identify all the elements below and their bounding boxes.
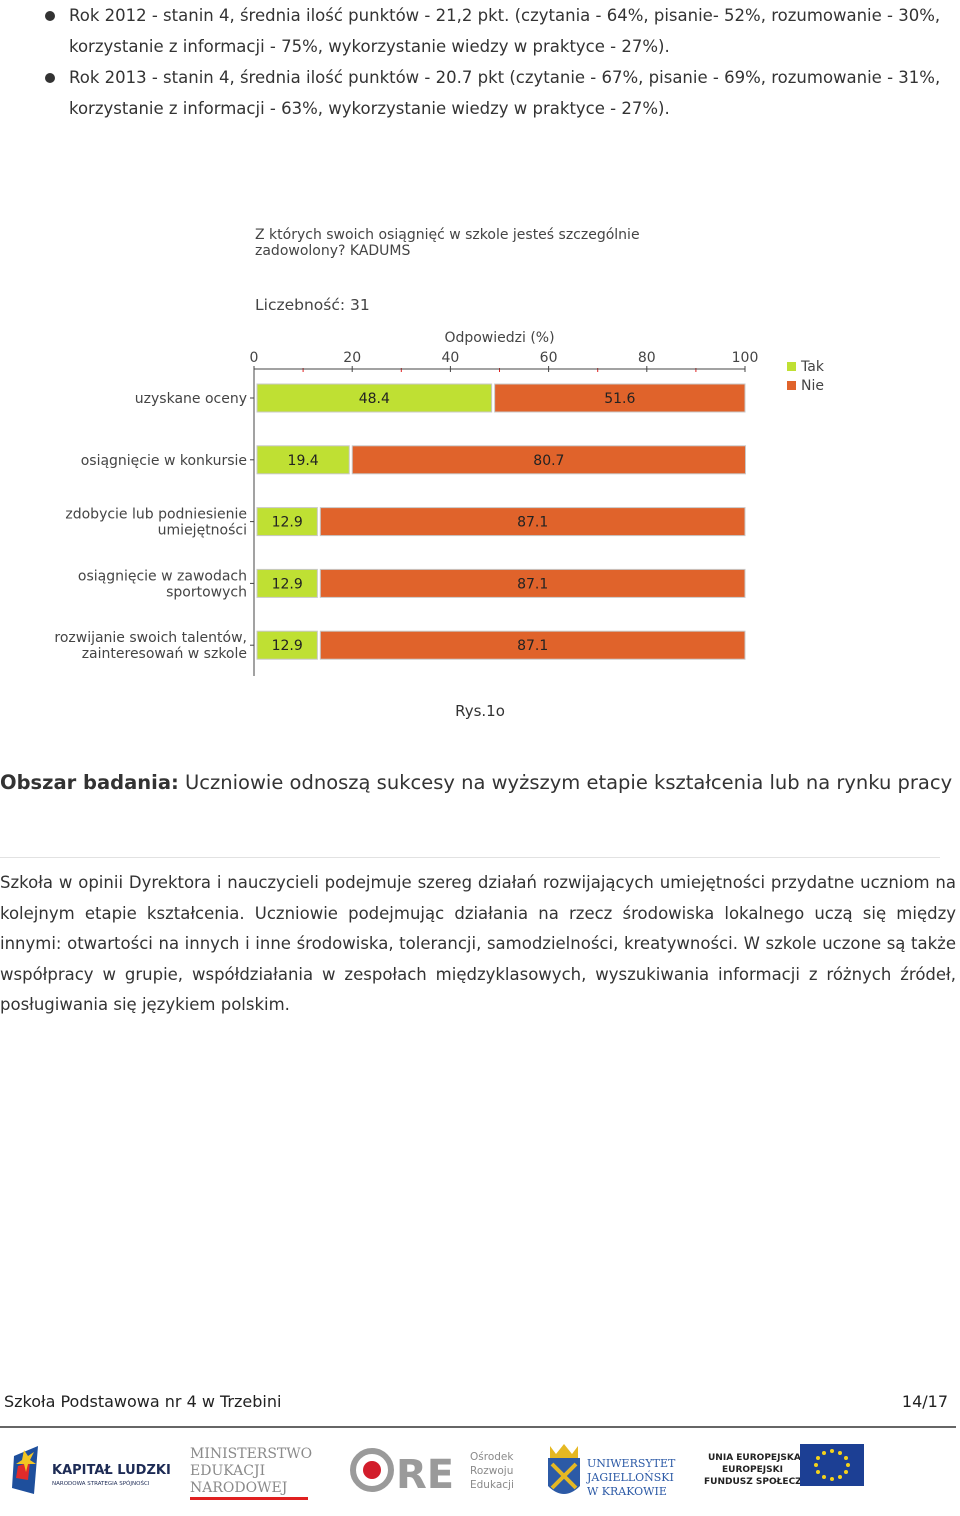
chart-bar-tak — [256, 568, 318, 598]
chart-category-label: rozwijanie swoich talentów, — [54, 630, 247, 646]
svg-text:EDUKACJI: EDUKACJI — [190, 1463, 265, 1479]
chart-data-label: 80.7 — [533, 453, 564, 469]
svg-text:Rozwoju: Rozwoju — [470, 1465, 513, 1477]
bullet-list: Rok 2012 - stanin 4, średnia ilość punkt… — [0, 0, 960, 124]
chart-bar-nie — [494, 383, 746, 413]
kapital-title: KAPITAŁ LUDZKI — [52, 1463, 171, 1478]
chart-bar-nie — [319, 507, 746, 537]
chart-title-line: zadowolony? KADUMS — [255, 243, 411, 259]
kapital-ludzki-logo: KAPITAŁ LUDZKI NARODOWA STRATEGIA SPÓJNO… — [12, 1446, 171, 1494]
chart-category-label: osiągnięcie w konkursie — [81, 453, 247, 469]
ore-logo: RE Ośrodek Rozwoju Edukacji — [350, 1448, 514, 1498]
chart-legend-label: Nie — [801, 378, 824, 394]
chart-bar-tak — [256, 507, 318, 537]
chart-legend-swatch — [787, 362, 796, 371]
chart-category-label: umiejętności — [158, 523, 247, 539]
chart-legend-label: Tak — [800, 359, 825, 375]
sponsor-logos: KAPITAŁ LUDZKI NARODOWA STRATEGIA SPÓJNO… — [12, 1444, 864, 1500]
svg-text:RE: RE — [396, 1452, 454, 1498]
chart-x-tick-label: 20 — [343, 350, 361, 366]
svg-text:W KRAKOWIE: W KRAKOWIE — [587, 1485, 667, 1498]
bullet-item-2013: Rok 2013 - stanin 4, średnia ilość punkt… — [0, 62, 960, 124]
chart-count-label: Liczebność: 31 — [255, 296, 370, 314]
footer-school-name: Szkoła Podstawowa nr 4 w Trzebini — [4, 1392, 282, 1411]
area-text: Uczniowie odnoszą sukcesy na wyższym eta… — [185, 771, 953, 794]
svg-text:UNIWERSYTET: UNIWERSYTET — [587, 1457, 676, 1470]
chart-category-label: zdobycie lub podniesienie — [65, 507, 247, 523]
chart-data-label: 87.1 — [517, 515, 548, 531]
chart-x-tick-label: 100 — [732, 350, 759, 366]
chart-legend-swatch — [787, 381, 796, 390]
chart-bar-nie — [319, 568, 746, 598]
chart-x-tick-label: 40 — [441, 350, 459, 366]
chart-bar-nie — [319, 630, 746, 660]
chart-data-label: 12.9 — [272, 576, 303, 592]
chart-title-line: Z których swoich osiągnięć w szkole jest… — [255, 227, 640, 243]
chart-data-label: 51.6 — [604, 391, 635, 407]
svg-text:FUNDUSZ SPOŁECZNY: FUNDUSZ SPOŁECZNY — [704, 1477, 816, 1487]
chart-data-label: 87.1 — [517, 576, 548, 592]
chart-bar-tak — [256, 383, 493, 413]
page-number: 14/17 — [901, 1392, 948, 1411]
chart-x-tick-label: 60 — [540, 350, 558, 366]
area-label: Obszar badania: — [0, 771, 179, 794]
svg-text:JAGIELLOŃSKI: JAGIELLOŃSKI — [586, 1470, 674, 1484]
svg-text:Ośrodek: Ośrodek — [470, 1451, 514, 1463]
chart-category-label: osiągnięcie w zawodach — [78, 568, 247, 584]
chart-data-label: 48.4 — [359, 391, 390, 407]
uj-logo: UNIWERSYTET JAGIELLOŃSKI W KRAKOWIE — [548, 1444, 676, 1498]
bullet-dot — [45, 73, 55, 83]
eu-logo: UNIA EUROPEJSKA EUROPEJSKI FUNDUSZ SPOŁE… — [704, 1444, 864, 1487]
chart-bar-nie — [351, 445, 746, 475]
survey-bar-chart: Z których swoich osiągnięć w szkole jest… — [54, 227, 825, 676]
chart-data-label: 12.9 — [272, 515, 303, 531]
chart-data-label: 19.4 — [288, 453, 319, 469]
svg-text:NARODOWEJ: NARODOWEJ — [190, 1480, 287, 1496]
svg-text:MINISTERSTWO: MINISTERSTWO — [190, 1446, 312, 1462]
body-paragraph: Szkoła w opinii Dyrektora i nauczycieli … — [0, 873, 956, 1014]
kapital-subtitle: NARODOWA STRATEGIA SPÓJNOŚCI — [52, 1480, 150, 1487]
area-heading: Obszar badania: Uczniowie odnoszą sukces… — [0, 765, 956, 801]
chart-category-label: sportowych — [166, 584, 247, 600]
bullet-item-2012: Rok 2012 - stanin 4, średnia ilość punkt… — [0, 0, 960, 62]
chart-category-label: uzyskane oceny — [135, 391, 247, 407]
chart-bar-tak — [256, 630, 318, 660]
ministry-logo: MINISTERSTWO EDUKACJI NARODOWEJ — [190, 1446, 312, 1500]
svg-text:UNIA EUROPEJSKA: UNIA EUROPEJSKA — [708, 1453, 801, 1463]
divider — [0, 857, 940, 858]
chart-x-axis-label: Odpowiedzi (%) — [444, 330, 554, 346]
footer-divider — [0, 1426, 956, 1428]
chart-x-tick-label: 80 — [638, 350, 656, 366]
chart-data-label: 87.1 — [517, 638, 548, 654]
svg-text:Edukacji: Edukacji — [470, 1479, 514, 1491]
chart-data-label: 12.9 — [272, 638, 303, 654]
chart-x-tick-label: 0 — [250, 350, 259, 366]
figure-caption: Rys.1o — [455, 702, 505, 720]
svg-text:EUROPEJSKI: EUROPEJSKI — [722, 1465, 783, 1475]
bullet-dot — [45, 11, 55, 21]
chart-bar-tak — [256, 445, 350, 475]
page-footer: Szkoła Podstawowa nr 4 w Trzebini 14/17 — [0, 1392, 952, 1411]
chart-category-label: zainteresowań w szkole — [82, 646, 247, 662]
